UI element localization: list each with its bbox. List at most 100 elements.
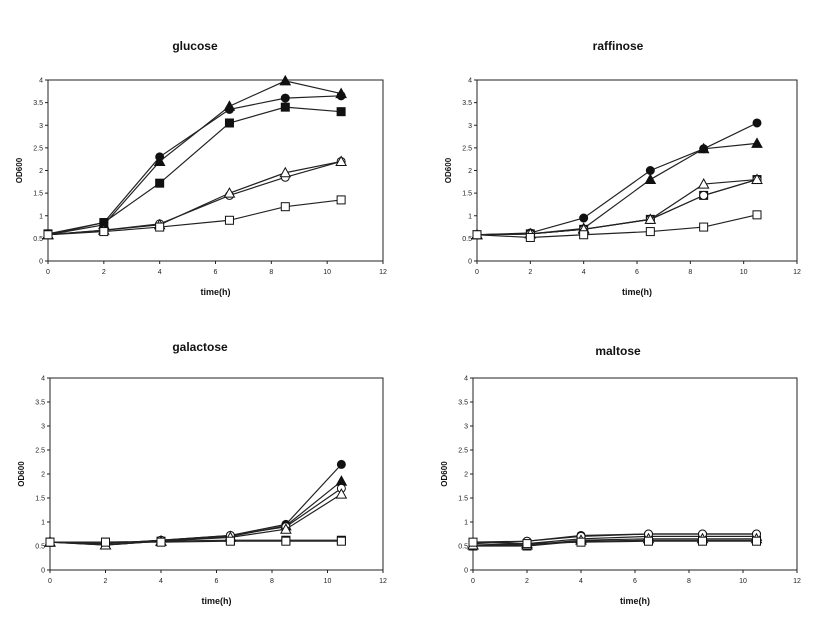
series-open-square (472, 210, 762, 242)
y-axis: 0 0.5 1 1.5 2 2.5 3 3.5 4 (458, 376, 473, 575)
data-point (280, 93, 290, 103)
y-tick-label: 1 (464, 520, 468, 527)
y-axis-label: OD600 (17, 461, 26, 487)
chart-maltose: maltose 0 0.5 1 1.5 2 2.5 3 3.5 4 0 2 4 6 8 10 12 time(h)… (440, 344, 801, 606)
series-open-square (43, 195, 346, 240)
x-tick-label: 0 (48, 578, 52, 585)
data-point (156, 537, 166, 547)
data-point (45, 537, 55, 547)
y-tick-label: 2 (464, 472, 468, 479)
series-filled-circle (43, 91, 346, 240)
data-point (698, 536, 707, 546)
x-tick-label: 6 (633, 578, 637, 585)
data-point (223, 100, 236, 111)
chart-galactose: galactose 0 0.5 1 1.5 2 2.5 3 3.5 4 0 2 4 6 8 10 12 time(… (17, 340, 387, 606)
series-filled-square (43, 102, 346, 239)
x-tick-label: 8 (688, 269, 692, 276)
data-point (579, 213, 589, 223)
plot-frame (47, 79, 384, 262)
x-tick-label: 10 (739, 578, 747, 585)
data-point (279, 166, 292, 178)
y-tick-label: 1.5 (33, 191, 43, 198)
chart-raffinose: raffinose 0 0.5 1 1.5 2 2.5 3 3.5 4 0 2 4 6 8 10 12 time(… (444, 39, 801, 297)
data-point (280, 202, 290, 212)
series-line (49, 487, 342, 545)
x-tick-label: 8 (270, 578, 274, 585)
data-point (336, 459, 346, 469)
data-point (699, 190, 709, 200)
data-point (752, 118, 762, 128)
data-point (224, 118, 234, 128)
data-point (225, 536, 235, 546)
y-tick-label: 3.5 (33, 100, 43, 107)
data-point (336, 536, 346, 546)
series-open-square (468, 536, 761, 549)
x-tick-label: 10 (323, 269, 331, 276)
data-point (751, 137, 763, 148)
data-point (752, 536, 761, 546)
y-tick-label: 0.5 (462, 236, 472, 243)
y-axis: 0 0.5 1 1.5 2 2.5 3 3.5 4 (33, 78, 48, 266)
y-tick-label: 2 (39, 168, 43, 175)
y-tick-label: 0.5 (458, 544, 468, 551)
series-filled-circle (472, 118, 762, 240)
data-point (525, 232, 535, 242)
series-line (47, 199, 342, 236)
data-point (699, 222, 709, 232)
chart-glucose: glucose 0 0.5 1 1.5 2 2.5 3 3.5 4 0 2 4 6 8 10 12 time(h)… (15, 39, 387, 297)
series-line (47, 106, 342, 235)
y-tick-label: 1.5 (462, 191, 472, 198)
data-point (644, 173, 657, 185)
series-line (476, 178, 758, 236)
y-tick-label: 2.5 (462, 145, 472, 152)
x-tick-label: 4 (158, 269, 162, 276)
data-point (281, 536, 291, 546)
data-point (280, 102, 290, 112)
series-line (49, 463, 342, 545)
x-axis-label: time(h) (201, 287, 231, 297)
y-tick-label: 1 (41, 520, 45, 527)
series-line (47, 95, 342, 236)
y-tick-label: 3 (464, 424, 468, 431)
x-axis: 0 2 4 6 8 10 12 (48, 570, 387, 585)
x-tick-label: 2 (528, 269, 532, 276)
y-tick-label: 2.5 (35, 448, 45, 455)
y-tick-label: 0 (464, 568, 468, 575)
y-tick-label: 1.5 (35, 496, 45, 503)
data-point (43, 230, 53, 240)
data-point (153, 155, 166, 166)
data-point (336, 107, 346, 117)
y-tick-label: 3 (41, 424, 45, 431)
series-line (473, 538, 757, 546)
y-tick-label: 2.5 (33, 145, 43, 152)
y-tick-label: 0 (468, 259, 472, 266)
y-tick-label: 0 (41, 568, 45, 575)
x-tick-label: 0 (46, 269, 50, 276)
data-point (644, 536, 653, 546)
series-line (473, 539, 757, 547)
data-point (751, 173, 763, 185)
x-axis-label: time(h) (622, 287, 652, 297)
y-tick-label: 4 (464, 376, 468, 383)
series-line (476, 178, 758, 236)
series-line (50, 540, 342, 543)
data-point (279, 74, 292, 86)
data-point (335, 488, 348, 499)
x-axis: 0 2 4 6 8 10 12 (46, 261, 387, 276)
x-tick-label: 4 (579, 578, 583, 585)
chart-title: raffinose (593, 39, 644, 53)
series-line (47, 80, 342, 236)
series-filled-square (472, 175, 762, 240)
data-point (223, 187, 236, 198)
data-point (224, 215, 234, 225)
y-tick-label: 4 (468, 78, 472, 85)
x-axis-label: time(h) (620, 596, 650, 606)
data-point (697, 178, 710, 189)
y-tick-label: 4 (39, 78, 43, 85)
data-point (280, 523, 292, 534)
y-tick-label: 2.5 (458, 448, 468, 455)
series-line (476, 178, 758, 236)
x-tick-label: 0 (471, 578, 475, 585)
x-tick-label: 12 (793, 578, 801, 585)
